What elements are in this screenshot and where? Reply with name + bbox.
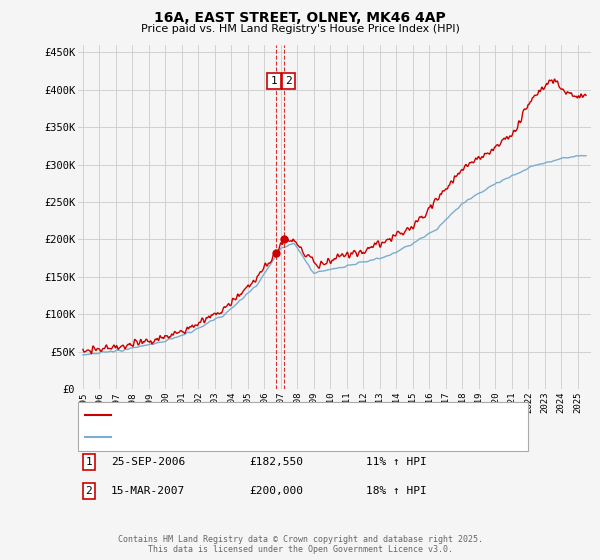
Text: 16A, EAST STREET, OLNEY, MK46 4AP: 16A, EAST STREET, OLNEY, MK46 4AP: [154, 11, 446, 25]
Text: 1: 1: [271, 76, 277, 86]
Text: 18% ↑ HPI: 18% ↑ HPI: [366, 486, 427, 496]
Text: £200,000: £200,000: [249, 486, 303, 496]
Text: Contains HM Land Registry data © Crown copyright and database right 2025.
This d: Contains HM Land Registry data © Crown c…: [118, 535, 482, 554]
Text: HPI: Average price, semi-detached house, Milton Keynes: HPI: Average price, semi-detached house,…: [115, 432, 433, 442]
Text: £182,550: £182,550: [249, 457, 303, 467]
Text: 11% ↑ HPI: 11% ↑ HPI: [366, 457, 427, 467]
Text: 1: 1: [85, 457, 92, 467]
Text: 15-MAR-2007: 15-MAR-2007: [111, 486, 185, 496]
Text: 2: 2: [85, 486, 92, 496]
Text: 16A, EAST STREET, OLNEY, MK46 4AP (semi-detached house): 16A, EAST STREET, OLNEY, MK46 4AP (semi-…: [115, 410, 439, 421]
Text: 2: 2: [285, 76, 292, 86]
Text: 25-SEP-2006: 25-SEP-2006: [111, 457, 185, 467]
Text: Price paid vs. HM Land Registry's House Price Index (HPI): Price paid vs. HM Land Registry's House …: [140, 24, 460, 34]
